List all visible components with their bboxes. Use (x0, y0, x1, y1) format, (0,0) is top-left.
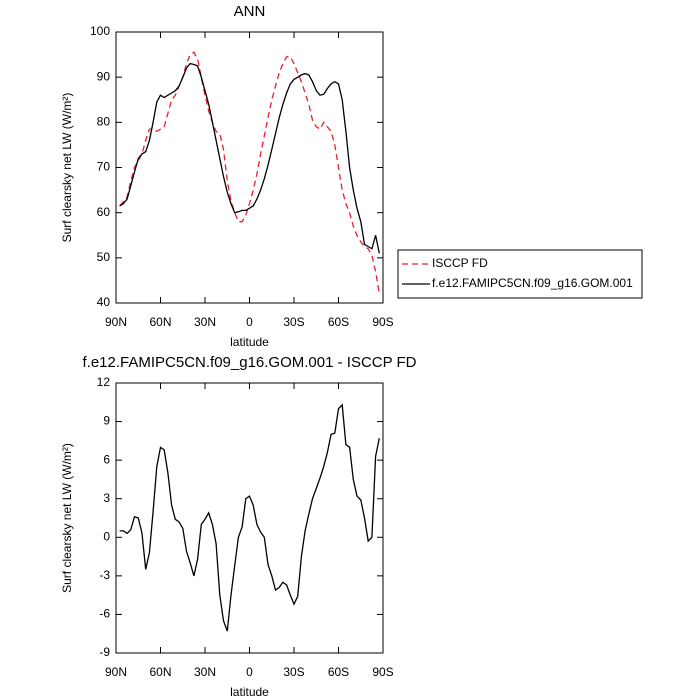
x-tick-label: 90S (372, 665, 393, 679)
x-tick-label: 90N (105, 315, 127, 329)
y-tick-label: 40 (97, 295, 111, 309)
legend-box (397, 249, 643, 299)
y-tick-label: -6 (99, 607, 110, 621)
y-tick-label: -9 (99, 645, 110, 659)
y-tick-label: -3 (99, 568, 110, 582)
y-tick-label: 60 (97, 205, 111, 219)
y-tick-label: 70 (97, 160, 111, 174)
x-tick-label: 60S (328, 665, 349, 679)
x-tick-label: 60N (149, 665, 171, 679)
y-tick-label: 80 (97, 115, 111, 129)
x-tick-label: 0 (246, 315, 253, 329)
y-axis-label: Surf clearsky net LW (W/m²) (60, 443, 74, 593)
y-tick-label: 0 (103, 529, 110, 543)
plot-frame (115, 31, 384, 304)
x-tick-label: 60S (328, 315, 349, 329)
legend: ISCCP FD f.e12.FAMIPC5CN.f09_g16.GOM.001 (397, 249, 643, 299)
x-tick-label: 90S (372, 315, 393, 329)
x-tick-label: 30N (194, 665, 216, 679)
y-tick-label: 50 (97, 250, 111, 264)
x-tick-label: 30S (283, 665, 304, 679)
x-tick-label: 60N (149, 315, 171, 329)
chart-title: ANN (234, 3, 266, 20)
x-axis-label: latitude (230, 685, 269, 699)
legend-label: f.e12.FAMIPC5CN.f09_g16.GOM.001 (432, 276, 633, 290)
y-axis-label: Surf clearsky net LW (W/m²) (60, 93, 74, 243)
y-tick-label: 6 (103, 452, 110, 466)
x-tick-label: 30N (194, 315, 216, 329)
series-line (119, 62, 380, 254)
y-tick-label: 3 (103, 491, 110, 505)
y-tick-label: 90 (97, 69, 111, 83)
y-tick-label: 100 (90, 24, 110, 38)
series-line (119, 51, 380, 295)
x-tick-label: 0 (246, 665, 253, 679)
y-tick-label: 9 (103, 414, 110, 428)
plot-frame (115, 382, 384, 654)
series-line (119, 403, 380, 632)
chart-title: f.e12.FAMIPC5CN.f09_g16.GOM.001 - ISCCP … (82, 354, 416, 371)
y-tick-label: 12 (97, 375, 111, 389)
x-tick-label: 90N (105, 665, 127, 679)
x-tick-label: 30S (283, 315, 304, 329)
legend-label: ISCCP FD (432, 256, 488, 270)
x-axis-label: latitude (230, 335, 269, 349)
